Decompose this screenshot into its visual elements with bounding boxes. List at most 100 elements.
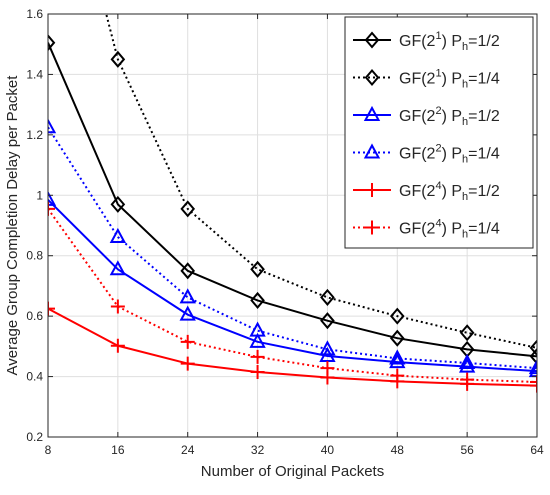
legend-entry: GF(24) Ph=1/4 — [353, 218, 500, 241]
data-point — [110, 299, 125, 314]
legend-label: GF(24) Ph=1/4 — [399, 218, 500, 241]
data-point — [179, 288, 196, 304]
data-point — [250, 349, 265, 364]
legend-label-part: ) P — [442, 183, 462, 200]
data-point — [110, 338, 125, 353]
data-point — [319, 340, 336, 356]
y-axis-label: Average Group Completion Delay per Packe… — [4, 75, 21, 376]
data-point — [460, 372, 475, 387]
data-point — [458, 353, 476, 369]
data-point — [249, 332, 266, 348]
legend-entry: GF(22) Ph=1/4 — [353, 143, 500, 166]
x-tick-label: 32 — [251, 443, 265, 457]
legend-label-part: GF(2 — [399, 33, 436, 50]
legend-marker — [365, 183, 379, 197]
legend-label-part: h — [462, 154, 468, 166]
data-point — [179, 305, 196, 321]
x-tick-label: 8 — [45, 443, 52, 457]
x-tick-label: 24 — [181, 443, 195, 457]
legend-label-part: 4 — [435, 218, 441, 230]
legend-label: GF(21) Ph=1/2 — [399, 30, 500, 53]
legend-label-part: 2 — [435, 105, 441, 117]
legend-entry: GF(21) Ph=1/2 — [353, 30, 500, 53]
data-point — [459, 324, 475, 342]
legend-label: GF(24) Ph=1/2 — [399, 180, 500, 203]
data-point — [180, 356, 195, 371]
legend-label-part: =1/2 — [468, 33, 500, 50]
axis-ticks: 8 16 24 32 40 48 56 640.20.40.60.811.21.41.6 — [26, 7, 544, 457]
data-point — [320, 288, 335, 306]
legend-label-part: GF(2 — [399, 108, 436, 125]
data-point — [389, 349, 406, 365]
data-point — [320, 361, 335, 376]
data-point — [530, 375, 537, 390]
legend-marker — [363, 105, 381, 121]
legend-label-part: =1/2 — [468, 108, 500, 125]
legend-label-part: h — [462, 41, 468, 53]
legend-label-part: h — [462, 79, 468, 91]
data-point — [530, 378, 537, 393]
legend-label-part: 4 — [435, 180, 441, 192]
x-axis-label: Number of Original Packets — [201, 463, 384, 480]
legend-marker — [364, 31, 380, 49]
legend-label-part: GF(2 — [399, 71, 436, 88]
data-point — [48, 34, 56, 52]
series-line-3 — [48, 126, 537, 370]
legend: GF(21) Ph=1/2GF(21) Ph=1/4GF(22) Ph=1/2G… — [344, 16, 534, 249]
series-line-4 — [48, 307, 537, 387]
series-line-1 — [105, 14, 537, 349]
legend-label-part: 2 — [435, 143, 441, 155]
data-point — [109, 227, 127, 243]
legend-label-part: ) P — [442, 146, 462, 163]
data-point — [180, 262, 196, 280]
data-point — [250, 260, 265, 278]
data-point — [249, 321, 266, 337]
series-line-5 — [48, 208, 537, 384]
legend-label-part: ) P — [442, 108, 462, 125]
legend-label-part: h — [462, 191, 468, 203]
legend-label-part: GF(2 — [399, 221, 436, 238]
series-group — [48, 14, 537, 387]
data-point — [110, 50, 126, 68]
data-point — [389, 352, 406, 369]
data-point — [48, 301, 55, 316]
legend-label-part: GF(2 — [399, 146, 436, 163]
x-tick-label: 48 — [391, 443, 405, 457]
data-point — [110, 195, 126, 213]
legend-label-part: GF(2 — [399, 183, 436, 200]
legend-marker — [363, 143, 381, 159]
legend-marker — [365, 220, 379, 235]
data-point — [390, 368, 405, 383]
legend-label-part: ) P — [442, 33, 462, 50]
x-tick-label: 64 — [530, 443, 544, 457]
data-point — [389, 307, 405, 325]
data-point — [250, 365, 265, 380]
legend-label-part: h — [462, 229, 468, 241]
legend-label: GF(22) Ph=1/2 — [399, 105, 500, 128]
legend-label: GF(21) Ph=1/4 — [399, 68, 500, 91]
legend-entry: GF(22) Ph=1/2 — [353, 105, 500, 128]
legend-entry: GF(21) Ph=1/4 — [353, 68, 500, 91]
series-line-0 — [48, 42, 537, 358]
data-point — [458, 357, 476, 373]
data-point — [250, 291, 265, 309]
y-tick-label: 1.2 — [26, 128, 43, 142]
data-point — [48, 190, 57, 206]
legend-label-part: ) P — [442, 71, 462, 88]
legend-label: GF(22) Ph=1/4 — [399, 143, 500, 166]
y-tick-label: 0.2 — [26, 430, 43, 444]
y-tick-label: 1.6 — [26, 7, 43, 21]
data-point — [109, 260, 127, 276]
y-tick-label: 1 — [36, 188, 43, 202]
y-tick-label: 0.8 — [26, 249, 43, 263]
data-point — [528, 359, 537, 375]
legend-label-part: =1/4 — [468, 71, 500, 88]
x-tick-label: 56 — [460, 443, 474, 457]
x-tick-label: 16 — [111, 443, 125, 457]
data-point — [529, 339, 537, 357]
y-tick-label: 1.4 — [26, 67, 43, 81]
data-point — [389, 329, 405, 347]
data-point — [320, 312, 335, 330]
legend-entry: GF(24) Ph=1/2 — [353, 180, 500, 203]
